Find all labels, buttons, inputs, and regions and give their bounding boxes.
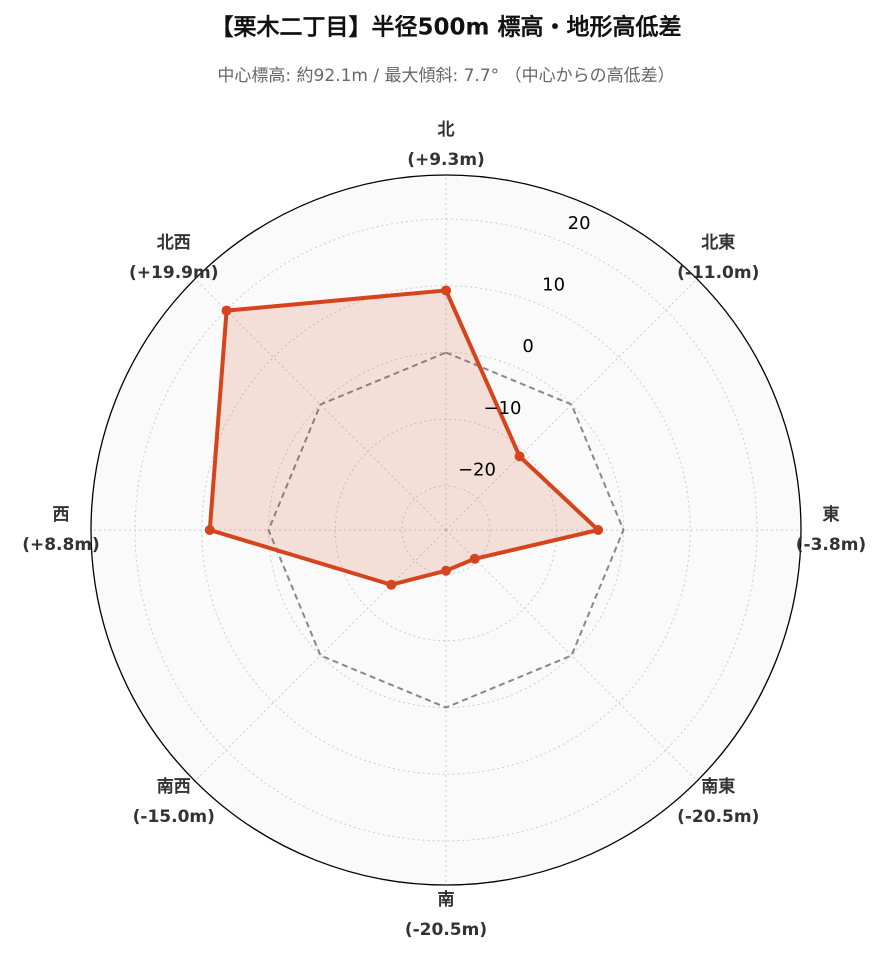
point: [469, 553, 480, 564]
y-tick-label: −20: [458, 460, 496, 481]
value-label: (-15.0m): [133, 807, 215, 827]
point: [204, 525, 215, 535]
y-tick-label: 10: [542, 275, 565, 296]
category-label: 北東: [701, 232, 735, 253]
value-label: (-11.0m): [677, 263, 759, 283]
chart-subtitle: 中心標高: 約92.1m / 最大傾斜: 7.7° （中心からの高低差）: [217, 66, 674, 86]
category-label: 南西: [157, 776, 191, 797]
grid-spoke: [445, 529, 698, 782]
value-label: (+8.8m): [22, 535, 100, 555]
category-label: 北: [438, 120, 455, 140]
value-label: (-20.5m): [405, 920, 487, 940]
category-label: 北西: [157, 233, 191, 253]
category-label: 南東: [701, 776, 735, 797]
point: [221, 305, 232, 316]
category-label: 東: [823, 504, 840, 525]
point: [441, 565, 451, 576]
point: [514, 451, 525, 462]
value-label: (-20.5m): [677, 807, 759, 827]
point: [441, 285, 451, 296]
plot-border: [90, 174, 802, 886]
point: [593, 525, 604, 535]
category-label: 南: [438, 889, 455, 910]
y-tick-label: −10: [484, 398, 522, 419]
grid-spoke: [194, 278, 447, 531]
category-label: 西: [53, 505, 70, 525]
grid-spoke: [445, 278, 698, 531]
grid-spoke: [194, 529, 447, 782]
grid-ring: [401, 485, 491, 575]
chart-title: 【栗木二丁目】半径500m 標高・地形高低差: [211, 14, 682, 41]
value-label: (+19.9m): [129, 263, 218, 283]
value-label: (-3.8m): [796, 535, 866, 555]
baseline: [267, 351, 625, 709]
point: [386, 579, 397, 590]
y-tick-label: 20: [568, 213, 591, 234]
value-label: (+9.3m): [407, 150, 485, 170]
y-tick-label: 0: [522, 336, 533, 357]
